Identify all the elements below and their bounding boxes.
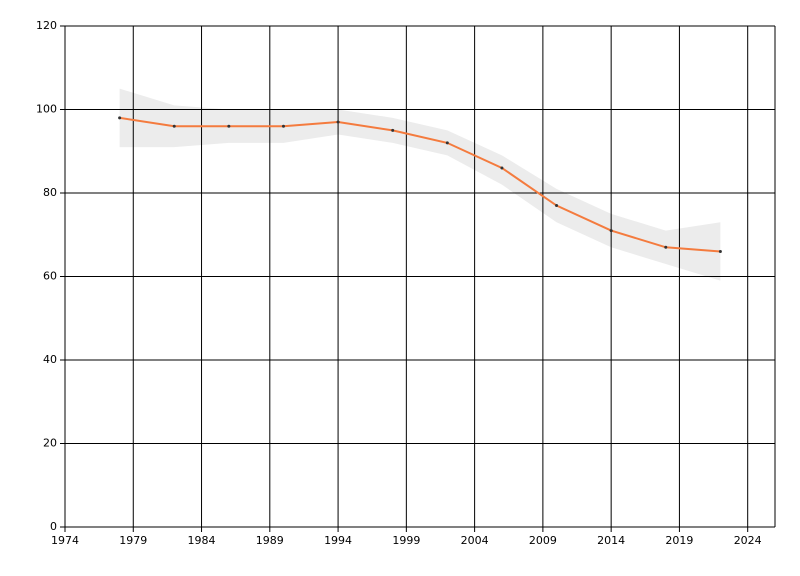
x-tick-label: 2019 (665, 534, 693, 547)
x-tick-label: 2024 (734, 534, 762, 547)
x-tick-label: 1994 (324, 534, 352, 547)
point (391, 128, 395, 132)
x-tick-label: 2009 (529, 534, 557, 547)
y-tick-label: 120 (36, 19, 57, 32)
x-tick-label: 1974 (51, 534, 79, 547)
point (445, 141, 449, 145)
point (227, 124, 231, 128)
x-tick-label: 2014 (597, 534, 625, 547)
y-tick-label: 80 (43, 186, 57, 199)
point (281, 124, 285, 128)
point (172, 124, 176, 128)
y-tick-label: 0 (50, 520, 57, 533)
y-tick-label: 100 (36, 103, 57, 116)
point (718, 249, 722, 253)
confidence-band (119, 88, 721, 281)
x-tick-label: 1999 (392, 534, 420, 547)
x-tick-label: 1984 (188, 534, 216, 547)
point (555, 204, 559, 208)
point (664, 245, 668, 249)
point (118, 116, 122, 120)
x-tick-label: 2004 (461, 534, 489, 547)
y-tick-label: 60 (43, 270, 57, 283)
point (336, 120, 340, 124)
x-tick-label: 1989 (256, 534, 284, 547)
line (119, 116, 721, 253)
point (500, 166, 504, 170)
y-tick-label: 40 (43, 353, 57, 366)
x-tick-label: 1979 (119, 534, 147, 547)
point (609, 229, 613, 233)
y-tick-label: 20 (43, 437, 57, 450)
